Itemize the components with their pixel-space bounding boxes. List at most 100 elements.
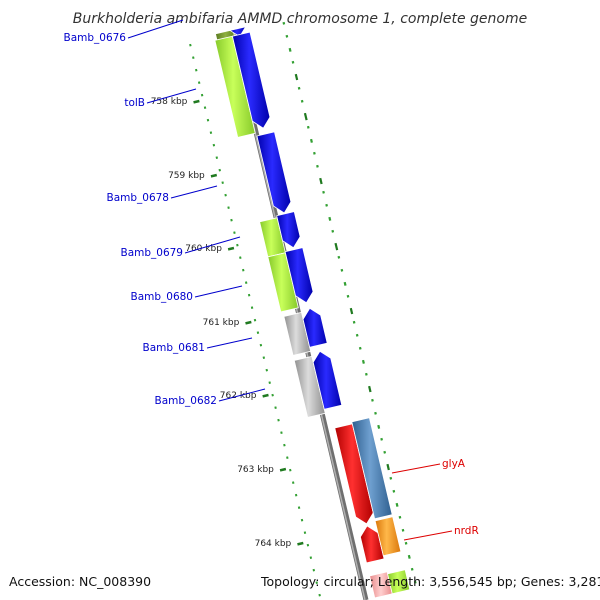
gc-dash	[395, 502, 399, 507]
gc-dash	[361, 359, 365, 364]
tick-dot	[268, 381, 271, 384]
gc-dash	[401, 528, 405, 532]
tick-dot	[256, 331, 260, 334]
tick-label: 763 kbp	[237, 465, 274, 475]
tick-dot	[233, 231, 236, 234]
gc-dash	[340, 268, 344, 272]
gc-dash	[368, 385, 372, 393]
gc-dash	[316, 164, 319, 168]
gc-dash	[358, 346, 362, 350]
tick-dot	[294, 493, 298, 497]
tick-dot	[309, 556, 313, 559]
label-leader-line	[218, 388, 266, 402]
gc-dash	[337, 255, 341, 259]
label-leader-line	[170, 185, 218, 199]
gene-label-bamb0680: Bamb_0680	[130, 291, 193, 303]
tick-dot	[250, 306, 254, 309]
label-leader-line	[403, 530, 453, 541]
label-leader-line	[146, 88, 197, 104]
cds-bamb0680-a	[267, 252, 299, 313]
tick-dot	[189, 43, 192, 47]
tick-dot	[259, 343, 263, 347]
gc-dash	[331, 229, 335, 233]
gc-dash	[392, 489, 396, 493]
tick-dot	[192, 56, 195, 59]
gene-label-nrdr: nrdR	[454, 525, 479, 537]
gc-dash	[313, 151, 316, 155]
tick-dot	[242, 268, 245, 272]
tick-dot	[212, 143, 216, 147]
tick-dot-track	[189, 43, 321, 597]
tick-dot	[265, 368, 268, 372]
gc-dash	[407, 554, 411, 559]
gene-label-glya: glyA	[442, 458, 466, 470]
genome-stats-text: Topology: circular; Length: 3,556,545 bp…	[260, 574, 600, 589]
cds-bamb0679	[276, 211, 301, 249]
gc-dash	[322, 190, 325, 194]
gc-dash	[300, 99, 304, 103]
tick-mark	[297, 541, 304, 546]
tick-dot	[271, 393, 274, 397]
label-leader-line	[194, 285, 243, 298]
gc-dash	[309, 138, 313, 143]
gc-dash	[365, 372, 368, 376]
tick-dot	[312, 568, 316, 572]
gene-label-bamb0678: Bamb_0678	[106, 192, 169, 204]
tick-dot	[215, 156, 219, 159]
tick-dot	[239, 256, 242, 259]
label-leader-line	[391, 463, 441, 474]
tick-dot	[218, 168, 221, 172]
tick-dot	[244, 281, 248, 284]
gc-dash	[328, 216, 332, 221]
map-title: Burkholderia ambifaria AMMD chromosome 1…	[73, 11, 527, 27]
tick-dot	[306, 543, 310, 547]
gene-label-bamb0681: Bamb_0681	[142, 342, 205, 354]
tick-dot	[277, 418, 280, 422]
cds-bamb0681	[302, 307, 328, 348]
tick-label: 764 kbp	[255, 539, 292, 549]
tick-mark	[193, 99, 200, 104]
tick-dot	[206, 118, 210, 122]
tick-dot	[197, 81, 201, 84]
gc-content-track	[282, 21, 417, 584]
tick-dot	[297, 506, 301, 509]
gc-dash	[413, 580, 417, 584]
gc-dash	[334, 242, 339, 251]
tick-dot	[230, 218, 233, 222]
gc-dash	[297, 86, 301, 90]
gene-label-layer: Bamb_0676 tolB Bamb_0678 Bamb_0679 Bamb_0680…	[63, 19, 479, 541]
label-leader-line	[127, 19, 184, 39]
tick-dot	[221, 181, 224, 184]
cds-bamb0682	[312, 350, 343, 410]
cds-bamb0680	[284, 247, 314, 304]
cds-tolB	[231, 31, 271, 129]
gc-dash	[306, 125, 310, 129]
gc-dash	[410, 567, 414, 571]
gc-dash	[355, 333, 359, 337]
feature-glyA-steel	[351, 417, 393, 520]
tick-dot	[300, 518, 304, 522]
gc-dash	[404, 541, 408, 545]
tick-mark	[210, 173, 218, 178]
cds-bamb0675-end	[228, 24, 248, 38]
feature-bamb0682-grey	[293, 355, 326, 418]
tick-dot	[286, 456, 289, 459]
tick-dot	[227, 206, 230, 209]
tick-label: 758 kbp	[151, 97, 188, 107]
gc-dash	[303, 112, 308, 121]
cds-nrdR	[374, 516, 402, 557]
gc-dash	[343, 281, 347, 286]
tick-mark	[245, 320, 252, 325]
accession-text: Accession: NC_008390	[9, 574, 151, 589]
tick-label: 759 kbp	[168, 171, 205, 181]
tick-mark	[279, 467, 287, 472]
tick-dot	[303, 531, 307, 534]
gc-dash	[380, 437, 383, 441]
gc-dash	[389, 476, 393, 480]
feature-next-green	[387, 569, 411, 595]
tick-dot	[247, 293, 251, 297]
tick-label: 760 kbp	[185, 244, 222, 254]
gc-dash	[285, 34, 289, 38]
gc-dash	[371, 398, 374, 402]
